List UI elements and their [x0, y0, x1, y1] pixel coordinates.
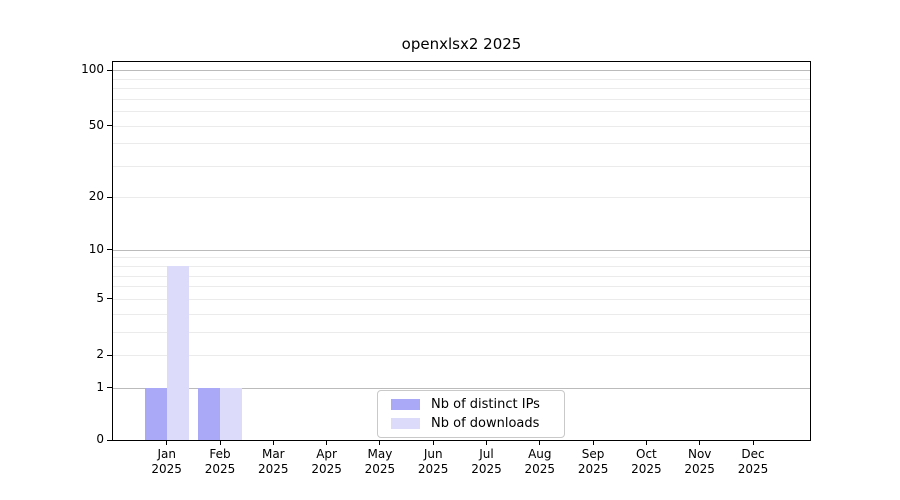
gridline-minor: [113, 313, 810, 315]
gridline-minor: [113, 197, 810, 199]
gridline-minor: [113, 143, 810, 145]
x-tick-label-nov: Nov 2025: [684, 447, 715, 476]
bar-nb-of-distinct-ips-feb: [198, 387, 220, 440]
x-tick-label-jun: Jun 2025: [417, 447, 449, 476]
y-tick-label-50: 50: [88, 117, 104, 132]
y-tick-0: [107, 439, 112, 441]
x-tick-aug: [539, 440, 541, 445]
y-tick-5: [107, 298, 112, 300]
y-tick-100: [107, 69, 112, 71]
x-tick-sep: [592, 440, 594, 445]
x-tick-oct: [645, 440, 647, 445]
legend-entry-distinct-ips: Nb of distinct IPs: [386, 397, 556, 412]
y-tick-label-2: 2: [96, 347, 104, 361]
gridline-minor: [113, 165, 810, 167]
y-tick-10: [107, 249, 112, 251]
bar-nb-of-downloads-feb: [220, 387, 242, 440]
gridline-minor: [113, 88, 810, 90]
chart-title: openxlsx2 2025: [401, 35, 522, 53]
bar-nb-of-downloads-jan: [166, 266, 189, 440]
gridline-minor: [113, 298, 810, 300]
x-tick-label-mar: Mar 2025: [258, 447, 289, 476]
legend-entry-downloads: Nb of downloads: [386, 416, 556, 431]
gridline-major: [113, 387, 810, 389]
x-tick-jul: [486, 440, 487, 445]
x-tick-label-may: May 2025: [364, 447, 396, 476]
gridline-minor: [113, 78, 810, 80]
y-tick-label-10: 10: [88, 241, 104, 256]
y-tick-label-100: 100: [81, 62, 104, 77]
gridline-minor: [113, 98, 810, 100]
y-tick-label-20: 20: [88, 189, 104, 204]
x-tick-label-jul: Jul 2025: [471, 447, 502, 476]
x-tick-mar: [272, 440, 274, 445]
legend-label-downloads: Nb of downloads: [431, 416, 540, 431]
gridline-minor: [113, 266, 810, 268]
x-tick-nov: [699, 440, 701, 445]
x-tick-dec: [752, 440, 754, 445]
legend: Nb of distinct IPs Nb of downloads: [377, 390, 565, 438]
gridline-minor: [113, 331, 810, 333]
y-tick-2: [107, 354, 112, 356]
x-tick-label-feb: Feb 2025: [204, 447, 236, 476]
gridline-minor: [113, 125, 810, 127]
x-tick-apr: [326, 440, 328, 445]
y-tick-label-0: 0: [96, 432, 104, 446]
x-tick-jun: [432, 440, 434, 445]
y-tick-label-5: 5: [96, 290, 104, 305]
gridline-minor: [113, 111, 810, 113]
legend-swatch-downloads: [391, 418, 420, 429]
x-tick-label-apr: Apr 2025: [311, 447, 342, 476]
y-tick-1: [107, 387, 112, 389]
gridline-minor: [113, 257, 810, 259]
gridline-minor: [113, 355, 810, 356]
x-tick-label-oct: Oct 2025: [631, 447, 662, 476]
gridline-major: [113, 249, 810, 251]
x-tick-jan: [166, 440, 168, 445]
gridline-minor: [113, 286, 810, 288]
bar-nb-of-distinct-ips-jan: [144, 387, 167, 440]
plot-area: [112, 61, 811, 441]
x-tick-label-dec: Dec 2025: [737, 447, 769, 476]
x-tick-may: [379, 440, 381, 445]
y-tick-label-1: 1: [96, 379, 104, 394]
gridline-major: [113, 70, 810, 72]
x-tick-label-jan: Jan 2025: [151, 447, 182, 476]
x-tick-label-sep: Sep 2025: [577, 447, 609, 476]
y-tick-50: [107, 125, 112, 127]
x-tick-label-aug: Aug 2025: [524, 447, 556, 476]
legend-swatch-distinct-ips: [391, 399, 420, 410]
gridline-minor: [113, 275, 810, 277]
x-tick-feb: [219, 440, 221, 445]
legend-label-distinct-ips: Nb of distinct IPs: [431, 397, 540, 412]
y-tick-20: [107, 196, 112, 198]
